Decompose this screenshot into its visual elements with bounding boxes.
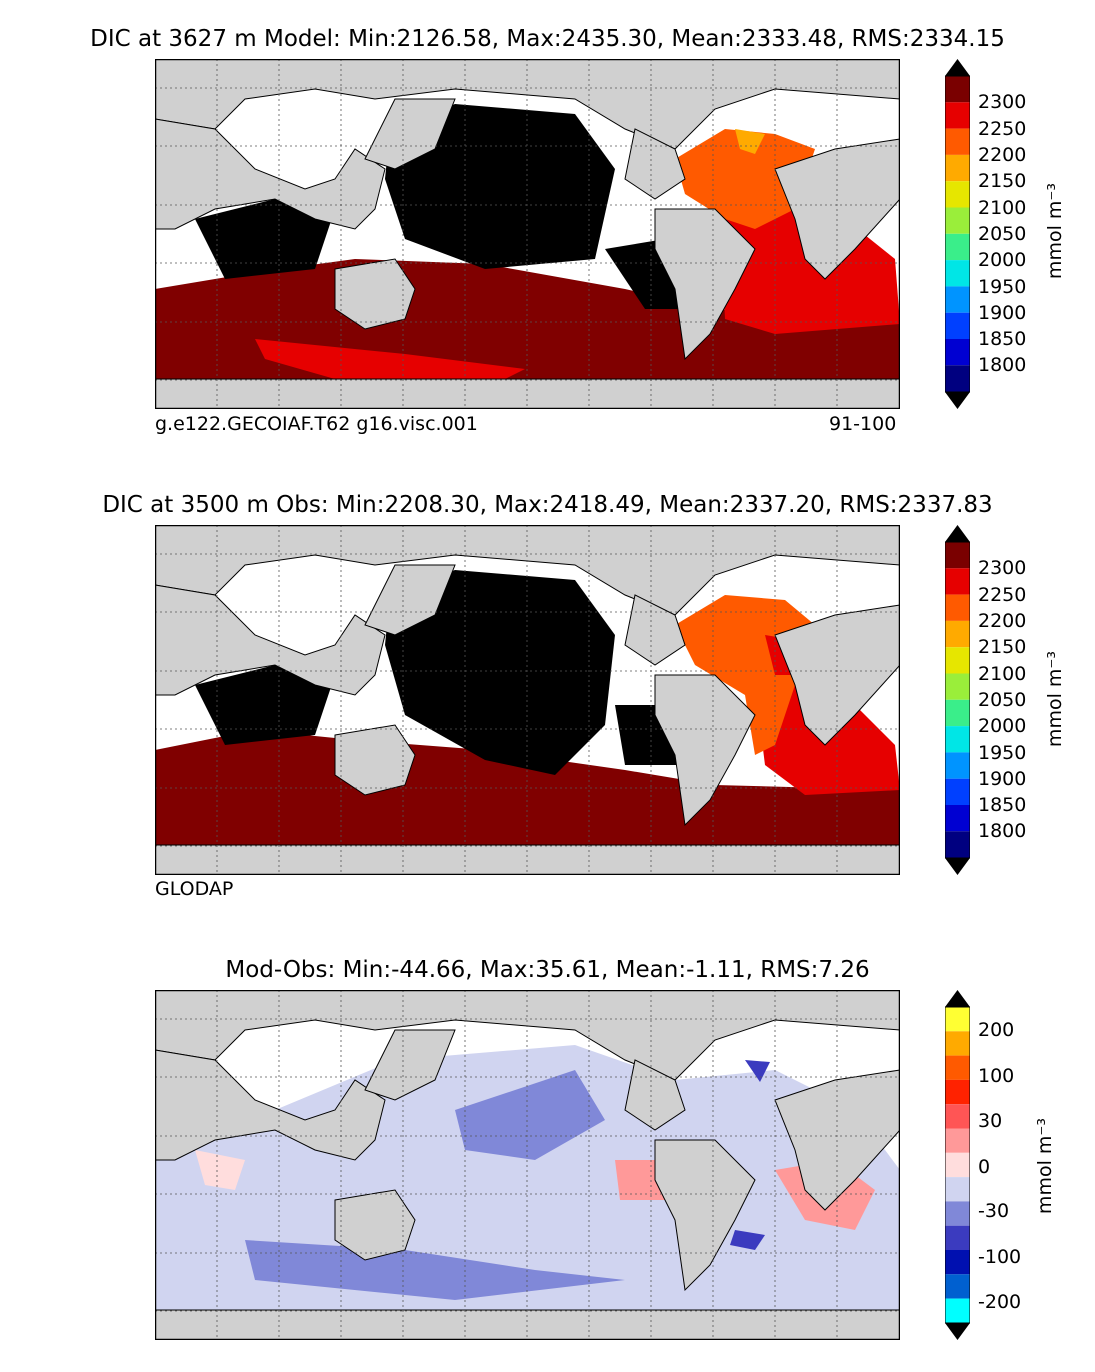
panel2-unit-label: mmol m⁻³ [1044,650,1066,748]
panel3-map [155,990,900,1340]
tick: 2250 [978,118,1027,140]
indian-pink [195,1150,245,1190]
pacific-blue-patch [455,1070,605,1160]
panel1-case-label: g.e122.GECOIAF.T62 g16.visc.001 [155,413,478,435]
panel1-colorbar [944,59,971,409]
tick: 2250 [978,584,1027,606]
tick: 2200 [978,610,1027,632]
tick: 1950 [978,276,1027,298]
panel2-title: DIC at 3500 m Obs: Min:2208.30, Max:2418… [102,492,993,518]
tick: 1800 [978,354,1027,376]
panel1-years-label: 91-100 [829,413,897,435]
brazil-deep-blue [730,1230,765,1250]
panel2-source-label: GLODAP [155,878,234,900]
tick: 2200 [978,144,1027,166]
labrador-yellow [735,129,765,154]
tick: 2000 [978,249,1027,271]
pacific-black [385,104,615,269]
tick: -200 [978,1291,1022,1313]
indian-black [195,665,335,745]
panel1-title: DIC at 3627 m Model: Min:2126.58, Max:24… [90,26,1005,52]
north-atlantic-orange [675,129,815,229]
tick: 1800 [978,820,1027,842]
tick: 2300 [978,557,1027,579]
tick: 2300 [978,91,1027,113]
tick: 100 [978,1065,1015,1087]
indian-black [195,199,335,279]
tick: 2100 [978,663,1027,685]
south-blue-band [245,1240,625,1300]
panel3-colorbar [944,990,971,1340]
panel3-title: Mod-Obs: Min:-44.66, Max:35.61, Mean:-1.… [225,957,870,983]
tick: 2000 [978,715,1027,737]
tick: 1850 [978,794,1027,816]
tick: 2150 [978,636,1027,658]
tick: 2150 [978,170,1027,192]
tick: 30 [978,1110,1003,1132]
south-red-band [255,339,525,389]
tick: -100 [978,1246,1022,1268]
tick: 2050 [978,689,1027,711]
tick: -30 [978,1200,1010,1222]
pacific-black [385,570,615,775]
panel1-unit-label: mmol m⁻³ [1044,182,1066,280]
tick: 1950 [978,742,1027,764]
tick: 1900 [978,768,1027,790]
tick: 2050 [978,223,1027,245]
panel2-map [155,525,900,875]
tick: 1850 [978,328,1027,350]
tick: 0 [978,1156,991,1178]
panel3-unit-label: mmol m⁻³ [1034,1117,1056,1215]
panel2-colorbar [944,525,971,875]
tick: 200 [978,1019,1015,1041]
labrador-deep-blue [745,1060,770,1082]
tick: 1900 [978,302,1027,324]
panel1-map [155,59,900,409]
tick: 2100 [978,197,1027,219]
